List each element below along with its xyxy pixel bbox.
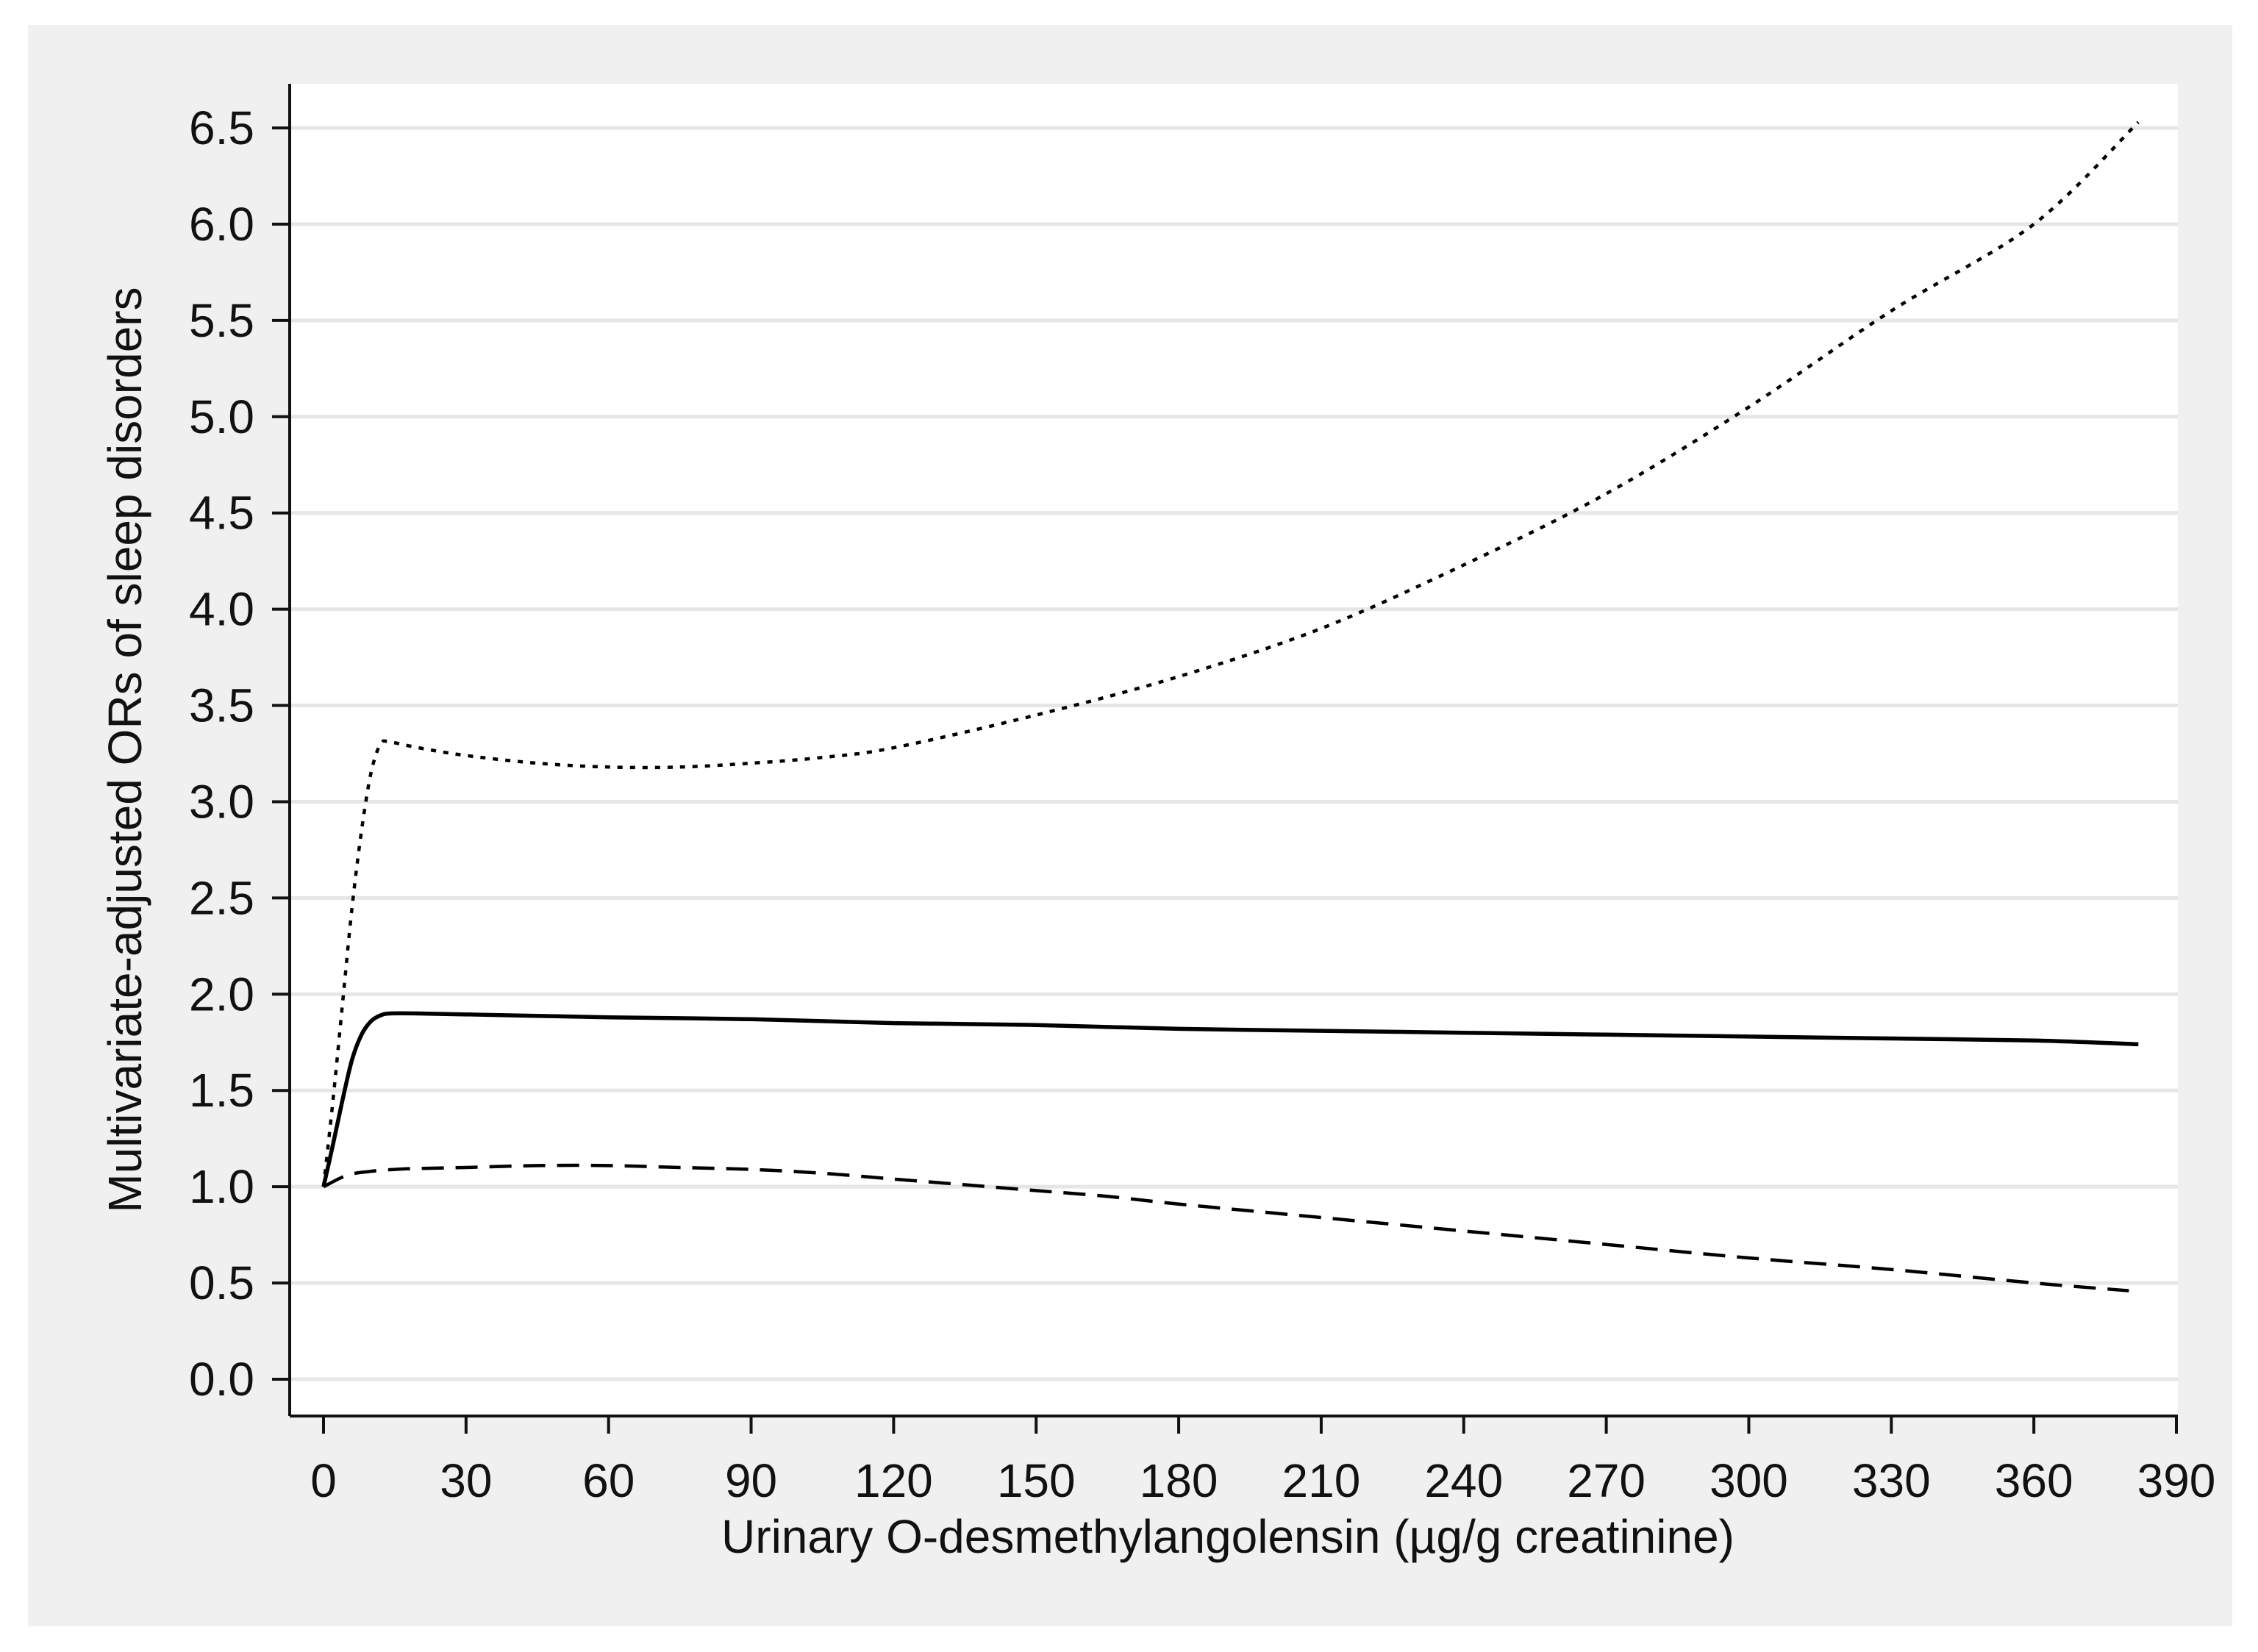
y-tick-label: 1.0: [189, 1160, 254, 1213]
y-tick-label: 6.5: [189, 101, 254, 154]
series-line-dashed: [322, 1163, 2129, 1292]
y-tick-label: 3.0: [189, 775, 254, 828]
series-group: [321, 121, 2140, 1292]
y-tick-label: 2.0: [189, 968, 254, 1020]
axes: [288, 84, 2178, 1417]
x-tick-label: 330: [1852, 1454, 1931, 1507]
y-tick-label: 5.5: [189, 294, 254, 347]
x-tick-label: 270: [1567, 1454, 1646, 1507]
x-tick-label: 180: [1140, 1454, 1218, 1507]
x-tick-label: 150: [997, 1454, 1076, 1507]
x-tick-label: 120: [854, 1454, 933, 1507]
x-tick-label: 30: [440, 1454, 492, 1507]
x-tick-label: 60: [582, 1454, 635, 1507]
y-tick-label: 3.5: [189, 679, 254, 732]
x-axis-label: Urinary O-desmethylangolensin (µg/g crea…: [721, 1510, 1734, 1563]
x-tick-label: 390: [2137, 1454, 2216, 1507]
x-tick-label: 0: [310, 1454, 337, 1507]
x-tick-label: 360: [1995, 1454, 2073, 1507]
series-line-solid: [321, 1011, 2139, 1187]
gridlines: [291, 126, 2178, 1381]
plot-area: [290, 84, 2178, 1416]
series-line-dotted: [321, 121, 2140, 1187]
y-tick-label: 4.5: [189, 487, 254, 540]
x-tick-label: 210: [1282, 1454, 1361, 1507]
x-tick-label: 300: [1709, 1454, 1788, 1507]
y-tick-label: 2.5: [189, 871, 254, 924]
x-tick-label: 240: [1424, 1454, 1503, 1507]
y-tick-label: 4.0: [189, 583, 254, 636]
y-tick-label: 0.5: [189, 1256, 254, 1309]
y-tick-label: 0.0: [189, 1353, 254, 1406]
y-axis-label: Multivariate-adjusted ORs of sleep disor…: [99, 287, 151, 1212]
x-tick-label: 90: [725, 1454, 777, 1507]
y-tick-label: 6.0: [189, 198, 254, 251]
y-tick-label: 5.0: [189, 390, 254, 443]
y-ticks: 0.0 0.5 1.0 1.5 2.0 2.5 3.0 3.5 4.0 4.5 5.0 5.5 6.0 6…: [189, 101, 290, 1406]
y-tick-label: 1.5: [189, 1064, 254, 1117]
x-ticks: 0 30 60 90 120 150 180 210 240 270 300 330 360 390: [310, 1416, 2215, 1507]
